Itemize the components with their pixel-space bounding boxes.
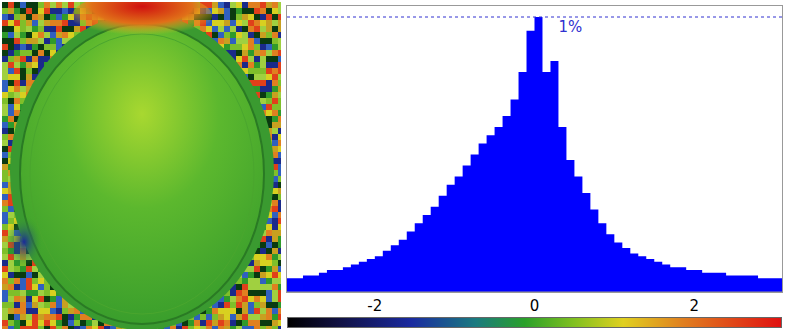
svg-text:1%: 1% bbox=[559, 18, 583, 36]
svg-text:-2: -2 bbox=[367, 297, 382, 315]
svg-text:0: 0 bbox=[530, 297, 540, 315]
svg-text:2: 2 bbox=[689, 297, 699, 315]
